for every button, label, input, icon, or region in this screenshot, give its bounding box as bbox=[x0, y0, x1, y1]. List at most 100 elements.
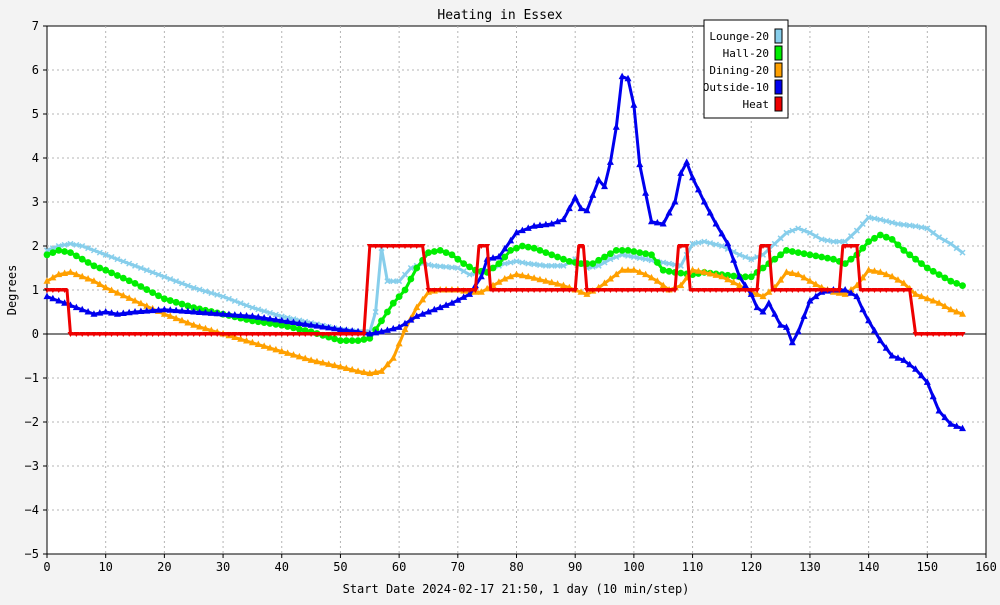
series-heat-point bbox=[137, 332, 144, 337]
series-lounge-20-point bbox=[806, 229, 813, 236]
series-lounge-20-point bbox=[842, 238, 849, 245]
series-layer bbox=[43, 72, 967, 432]
series-hall-20-point bbox=[172, 298, 180, 306]
series-hall-20-point bbox=[114, 272, 121, 279]
series-heat-point bbox=[771, 288, 778, 293]
series-heat-point bbox=[79, 332, 86, 337]
series-dining-20-point bbox=[325, 360, 333, 367]
series-heat-point bbox=[736, 288, 743, 293]
series-lounge-20-point bbox=[126, 260, 133, 267]
series-hall-20-point bbox=[612, 247, 620, 254]
x-tick-label: 140 bbox=[858, 560, 880, 574]
series-hall-20-point bbox=[777, 251, 784, 259]
series-hall-20-point bbox=[72, 252, 80, 260]
series-hall-20-point bbox=[413, 264, 421, 272]
series-heat-point bbox=[495, 288, 502, 293]
series-dining-20-point bbox=[43, 277, 51, 284]
series-heat-point bbox=[231, 332, 238, 337]
series-hall-20-point bbox=[272, 320, 280, 328]
series-lounge-20-point bbox=[525, 260, 532, 267]
series-outside-10-point bbox=[606, 158, 614, 165]
series-dining-20-point bbox=[554, 280, 562, 287]
series-heat-point bbox=[595, 288, 602, 293]
series-lounge-20-point bbox=[173, 278, 180, 285]
series-dining-20-point bbox=[419, 295, 427, 303]
series-heat-point bbox=[783, 288, 790, 293]
series-lounge-20-point bbox=[108, 253, 115, 261]
series-outside-10-point bbox=[61, 299, 69, 306]
series-hall-20-point bbox=[653, 259, 661, 266]
series-hall-20-point bbox=[818, 253, 826, 261]
series-outside-10-point bbox=[876, 336, 884, 344]
series-dining-20-point bbox=[577, 288, 585, 295]
series-dining-20-point bbox=[295, 352, 303, 360]
chart-title: Heating in Essex bbox=[437, 8, 562, 23]
series-heat-point bbox=[472, 288, 479, 293]
series-lounge-20-point bbox=[695, 239, 702, 246]
series-dining-20-point bbox=[143, 302, 151, 309]
x-tick-label: 0 bbox=[43, 560, 50, 574]
series-hall-20-point bbox=[548, 251, 556, 259]
series-dining-20-point bbox=[923, 294, 931, 302]
series-dining-20-point bbox=[501, 275, 509, 282]
series-lounge-20-point bbox=[266, 309, 274, 316]
series-heat-point bbox=[360, 332, 367, 337]
series-dining-20-point bbox=[953, 308, 961, 315]
series-hall-20-point bbox=[918, 260, 925, 267]
series-heat-point bbox=[208, 332, 215, 337]
legend-label-dining-20: Dining-20 bbox=[709, 64, 769, 77]
series-outside-10-point bbox=[413, 312, 421, 319]
y-tick-label: −5 bbox=[25, 547, 39, 561]
series-outside-10-point bbox=[378, 327, 386, 335]
x-tick-label: 160 bbox=[975, 560, 997, 574]
series-heat-point bbox=[601, 288, 608, 293]
series-hall-20-point bbox=[155, 292, 162, 300]
legend-label-hall-20: Hall-20 bbox=[723, 47, 769, 60]
series-heat-point bbox=[319, 332, 326, 337]
series-lounge-20-point bbox=[278, 313, 285, 320]
series-heat-point bbox=[801, 288, 808, 293]
series-dining-20-point bbox=[912, 290, 920, 297]
x-tick-label: 40 bbox=[275, 560, 289, 574]
series-hall-20-point bbox=[354, 337, 362, 344]
series-outside-10-point bbox=[542, 220, 550, 228]
series-dining-20-point bbox=[389, 354, 397, 361]
series-lounge-20-point bbox=[630, 253, 637, 261]
series-dining-20-point bbox=[378, 367, 386, 374]
series-heat-point bbox=[730, 288, 737, 293]
series-dining-20-point bbox=[677, 281, 685, 289]
series-heat-point bbox=[501, 288, 508, 293]
series-outside-10-point bbox=[248, 312, 256, 319]
series-lounge-20-point bbox=[548, 262, 555, 269]
series-outside-10-point bbox=[260, 314, 268, 321]
series-outside-10-point bbox=[137, 307, 145, 315]
x-tick-label: 120 bbox=[740, 560, 762, 574]
series-hall-20-point bbox=[536, 247, 544, 254]
series-dining-20-point bbox=[513, 270, 520, 278]
series-outside-10-point bbox=[559, 215, 567, 223]
series-hall-20-point bbox=[184, 302, 192, 310]
series-outside-10-point bbox=[683, 158, 691, 165]
series-heat-point bbox=[930, 332, 937, 337]
series-dining-20-point bbox=[870, 267, 878, 274]
series-hall-20-point bbox=[607, 250, 614, 258]
series-dining-20-point bbox=[689, 266, 697, 273]
series-outside-10-point bbox=[419, 310, 427, 317]
series-heat-point bbox=[889, 288, 896, 293]
series-heat-point bbox=[396, 244, 403, 249]
series-dining-20-point bbox=[812, 280, 820, 287]
series-outside-10-point bbox=[630, 101, 638, 108]
series-hall-20-point bbox=[55, 247, 63, 254]
series-lounge-20-point bbox=[149, 269, 156, 276]
y-tick-label: 4 bbox=[32, 151, 39, 165]
series-outside-10-point bbox=[841, 286, 849, 293]
series-dining-20-point bbox=[477, 288, 485, 295]
series-hall-20-point bbox=[513, 244, 520, 252]
series-heat-point bbox=[607, 288, 614, 293]
series-heat-point bbox=[431, 288, 438, 293]
series-heat-point bbox=[267, 332, 274, 337]
series-hall-20-point bbox=[565, 258, 573, 265]
series-hall-20-point bbox=[788, 248, 796, 255]
series-dining-20-point bbox=[307, 356, 315, 363]
series-hall-20-point bbox=[430, 248, 438, 255]
